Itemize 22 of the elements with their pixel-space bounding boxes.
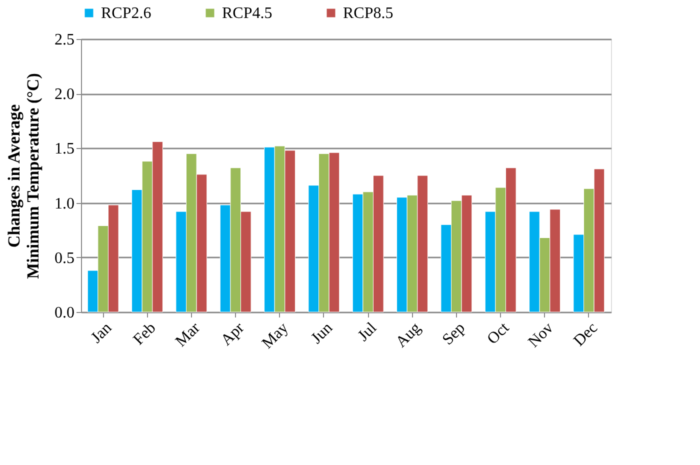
x-tick-label: Mar: [172, 319, 204, 350]
x-tick-label: Feb: [130, 320, 160, 348]
x-tick-label: Aug: [392, 320, 424, 352]
legend-label: RCP8.5: [343, 5, 394, 22]
x-tick-label: Jul: [354, 319, 380, 345]
legend-label: RCP4.5: [222, 5, 272, 22]
y-tick-label: 2.0: [54, 86, 74, 104]
x-tick-label: Dec: [570, 320, 601, 350]
x-tick-label: Oct: [484, 319, 513, 348]
x-tick-label: Sep: [439, 320, 468, 348]
x-tick-label: Jun: [308, 320, 336, 348]
y-tick-label: 1.5: [54, 140, 74, 158]
y-tick-label: 2.5: [54, 32, 74, 48]
x-tick-label: Nov: [525, 320, 557, 352]
x-tick-label: Apr: [218, 319, 248, 350]
y-tick-label: 0.5: [54, 250, 74, 267]
y-tick-label: 1.0: [54, 195, 74, 212]
y-axis-title: Changes in Average Minimum Temperature (°C): [4, 73, 42, 279]
x-tick-label: Jan: [88, 320, 116, 347]
y-tick-label: 0.0: [54, 304, 74, 322]
legend-label: RCP2.6: [101, 5, 152, 22]
x-tick-label: May: [259, 320, 292, 352]
